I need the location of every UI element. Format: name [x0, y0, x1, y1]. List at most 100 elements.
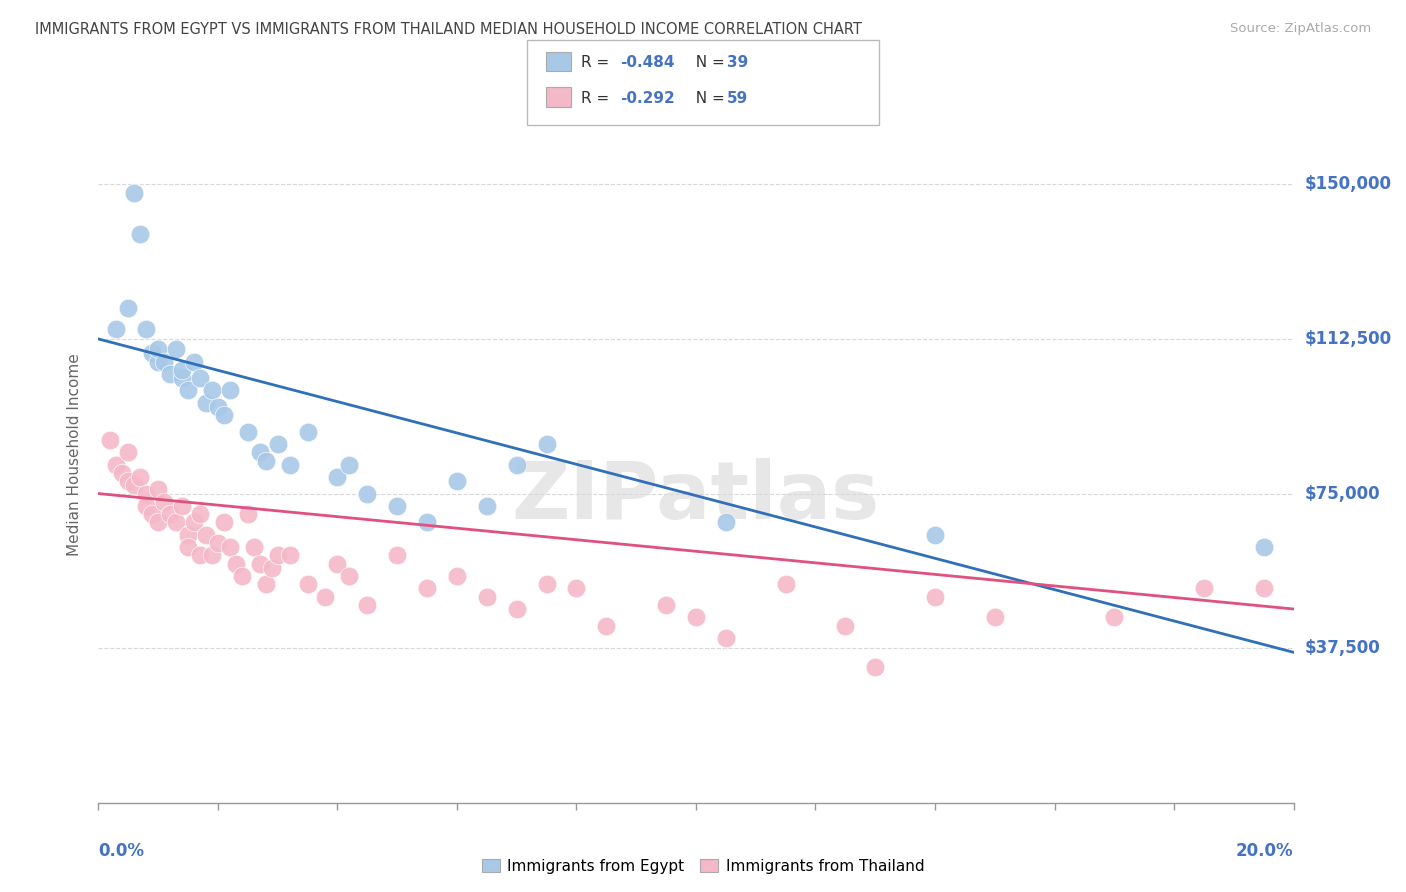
Point	[536, 577, 558, 591]
Point	[416, 582, 439, 596]
Point	[172, 363, 194, 377]
Point	[834, 618, 856, 632]
Text: 0.0%: 0.0%	[98, 842, 145, 860]
Text: N =: N =	[686, 91, 730, 105]
Point	[212, 409, 235, 423]
Text: 39: 39	[727, 55, 748, 70]
Point	[924, 528, 946, 542]
Point	[124, 478, 146, 492]
Point	[225, 557, 247, 571]
Point	[356, 598, 378, 612]
Point	[141, 507, 163, 521]
Point	[475, 590, 498, 604]
Point	[148, 354, 170, 368]
Text: -0.292: -0.292	[620, 91, 675, 105]
Point	[475, 499, 498, 513]
Point	[207, 536, 229, 550]
Text: 59: 59	[727, 91, 748, 105]
Text: ZIPatlas: ZIPatlas	[512, 458, 880, 536]
Point	[135, 321, 157, 335]
Point	[565, 582, 588, 596]
Point	[105, 321, 128, 335]
Point	[983, 610, 1005, 624]
Point	[297, 577, 319, 591]
Point	[111, 466, 134, 480]
Point	[212, 516, 235, 530]
Point	[267, 437, 290, 451]
Point	[249, 445, 271, 459]
Point	[416, 516, 439, 530]
Point	[135, 499, 157, 513]
Point	[188, 371, 211, 385]
Point	[714, 516, 737, 530]
Point	[148, 343, 170, 357]
Y-axis label: Median Household Income: Median Household Income	[67, 353, 83, 557]
Point	[714, 631, 737, 645]
Point	[1102, 610, 1125, 624]
Point	[188, 549, 211, 563]
Text: R =: R =	[581, 55, 614, 70]
Point	[506, 458, 529, 472]
Point	[165, 516, 187, 530]
Point	[194, 396, 218, 410]
Point	[446, 474, 468, 488]
Point	[201, 384, 224, 398]
Point	[124, 186, 146, 200]
Text: R =: R =	[581, 91, 614, 105]
Point	[685, 610, 707, 624]
Point	[172, 499, 194, 513]
Text: $150,000: $150,000	[1305, 176, 1392, 194]
Point	[117, 301, 139, 315]
Point	[177, 384, 200, 398]
Point	[194, 528, 218, 542]
Point	[98, 433, 122, 447]
Point	[129, 470, 152, 484]
Point	[278, 549, 301, 563]
Point	[254, 577, 277, 591]
Point	[1253, 540, 1275, 554]
Point	[595, 618, 617, 632]
Text: $75,000: $75,000	[1305, 484, 1381, 502]
Point	[775, 577, 797, 591]
Point	[1192, 582, 1215, 596]
Point	[236, 425, 259, 439]
Point	[231, 569, 253, 583]
Point	[153, 495, 176, 509]
Point	[267, 549, 290, 563]
Text: -0.484: -0.484	[620, 55, 675, 70]
Point	[297, 425, 319, 439]
Point	[177, 528, 200, 542]
Point	[249, 557, 271, 571]
Point	[219, 384, 242, 398]
Text: N =: N =	[686, 55, 730, 70]
Point	[385, 549, 409, 563]
Point	[863, 659, 886, 673]
Point	[129, 227, 152, 241]
Text: $112,500: $112,500	[1305, 330, 1392, 348]
Point	[385, 499, 409, 513]
Point	[183, 516, 205, 530]
Point	[117, 445, 139, 459]
Point	[153, 354, 176, 368]
Point	[201, 549, 224, 563]
Point	[655, 598, 678, 612]
Point	[148, 516, 170, 530]
Point	[260, 561, 283, 575]
Point	[446, 569, 468, 583]
Point	[1253, 582, 1275, 596]
Point	[148, 483, 170, 497]
Point	[236, 507, 259, 521]
Point	[339, 458, 360, 472]
Point	[506, 602, 529, 616]
Point	[339, 569, 360, 583]
Point	[219, 540, 242, 554]
Point	[924, 590, 946, 604]
Point	[159, 507, 181, 521]
Point	[177, 540, 200, 554]
Point	[188, 507, 211, 521]
Point	[141, 346, 163, 360]
Point	[172, 371, 194, 385]
Point	[243, 540, 266, 554]
Point	[135, 486, 157, 500]
Point	[183, 354, 205, 368]
